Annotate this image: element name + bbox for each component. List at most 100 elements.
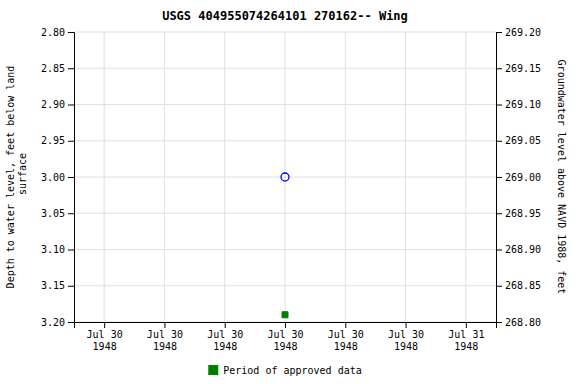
tick-mark [496,322,502,323]
tick-mark [496,250,502,251]
tick-mark [406,322,407,328]
tick-label: 269.00 [505,172,541,183]
tick-mark [466,322,467,328]
tick-label: 268.95 [505,208,541,219]
tick-mark [285,322,286,328]
grid-line [104,32,105,322]
text-line: Jul 30 [207,329,243,340]
tick: Jul 301948 [328,322,364,352]
background [0,0,576,384]
grid-line [465,32,466,322]
text-line: Jul 30 [267,329,303,340]
tick-label: 3.10 [41,244,65,255]
tick-label: 3.05 [41,208,65,219]
grid-line [405,32,406,322]
text-line: 1948 [454,341,478,352]
tick: 269.10 [496,99,541,110]
text-line: 1948 [93,341,117,352]
text-line: Jul 31 [448,329,484,340]
tick: 3.00 [41,172,74,183]
tick: 269.05 [496,135,541,146]
tick: 3.15 [41,280,74,291]
tick: Jul 301948 [388,322,424,352]
series [281,173,289,181]
tick-label: Jul 301948 [87,329,123,352]
tick-mark [104,322,105,328]
tick-mark [496,105,502,106]
point [282,312,288,318]
legend-label: Period of approved data [223,365,361,376]
tick: 2.95 [41,135,74,146]
tick-label: 2.90 [41,99,65,110]
tick: 2.90 [41,99,74,110]
tick-label: 2.95 [41,135,65,146]
tick: 268.85 [496,280,541,291]
tick-mark [68,213,74,214]
series [282,312,288,318]
tick-label: Jul 301948 [328,329,364,352]
tick: 3.20 [41,317,74,328]
tick-mark [68,32,74,33]
tick: 268.90 [496,244,541,255]
tick-mark [68,105,74,106]
tick-mark [496,32,502,33]
grid-line [345,32,346,322]
tick-mark [496,177,502,178]
y-axis-label: Depth to water level, feet below land su… [5,66,28,289]
text-line: 1948 [273,341,297,352]
grid-line [224,32,225,322]
title: USGS 404955074264101 270162-- Wing [162,9,408,23]
tick-label: 268.90 [505,244,541,255]
legend-item: Period of approved data [208,365,361,376]
tick-mark [68,286,74,287]
x-axis: Jul 301948Jul 301948Jul 301948Jul 301948… [75,322,497,352]
tick-label: Jul 301948 [388,329,424,352]
tick-label: Jul 301948 [267,329,303,352]
tick-label: 3.15 [41,280,65,291]
tick-label: 269.05 [505,135,541,146]
tick-label: 268.80 [505,317,541,328]
tick: 2.85 [41,63,74,74]
text-line: 1948 [213,341,237,352]
tick-mark [68,68,74,69]
tick: 269.00 [496,172,541,183]
tick: 2.80 [41,27,74,38]
chart: Jul 301948Jul 301948Jul 301948Jul 301948… [0,0,576,384]
tick-mark [496,213,502,214]
text-line: surface [17,153,28,201]
tick: Jul 301948 [207,322,243,352]
legend-swatch [208,365,218,375]
tick-label: Jul 311948 [448,329,484,352]
axis-line [75,323,497,329]
tick-label: 269.10 [505,99,541,110]
y-axis: 2.80 2.85 2.90 2.95 3.00 3.05 3.10 3.15 3.20 [41,27,75,328]
text-line: Jul 30 [147,329,183,340]
tick-label: 269.20 [505,27,541,38]
tick-label: 2.80 [41,27,65,38]
tick: 268.95 [496,208,541,219]
tick-label: 2.85 [41,63,65,74]
grid-line [164,32,165,322]
text-line: Jul 30 [87,329,123,340]
legend: Period of approved data [208,365,361,376]
tick: Jul 301948 [147,322,183,352]
tick-mark [164,322,165,328]
tick-mark [225,322,226,328]
grid [74,32,496,322]
tick-label: Jul 301948 [147,329,183,352]
tick-mark [496,286,502,287]
text-line: Jul 30 [388,329,424,340]
axis-line [68,33,75,323]
y2-axis: 269.20 269.15 269.10 269.05 269.00 268.95 268.… [496,27,541,328]
tick: 268.80 [496,317,541,328]
tick: Jul 311948 [448,322,484,352]
text-line: 1948 [334,341,358,352]
text-line: Jul 30 [328,329,364,340]
tick-mark [68,250,74,251]
tick-label: 269.15 [505,63,541,74]
tick-mark [68,177,74,178]
tick: Jul 301948 [267,322,303,352]
tick-label: 3.20 [41,317,65,328]
point [281,173,289,181]
axis-line [497,33,503,323]
